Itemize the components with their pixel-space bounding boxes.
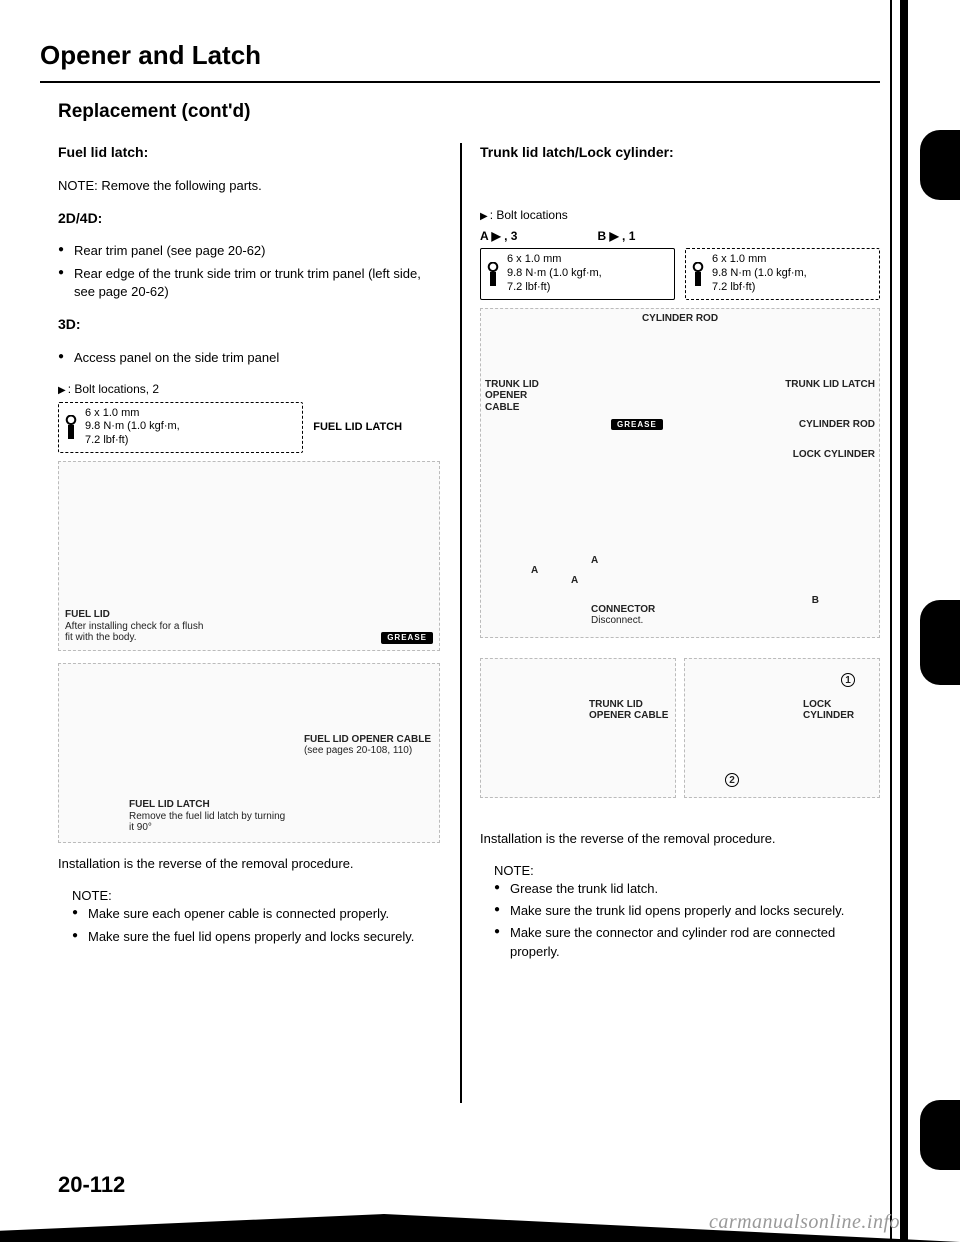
marker-a2: A [571,575,578,587]
label-lock-cylinder: LOCK CYLINDER [793,449,875,461]
label-text: CONNECTOR [591,604,655,615]
bullet-item: Access panel on the side trim panel [58,349,440,367]
label-fuel-lid: FUEL LID After installing check for a fl… [65,609,205,644]
grease-tag: GREASE [611,419,663,430]
notes-list-right: Grease the trunk lid latch. Make sure th… [494,880,880,961]
binder-spine-inner [890,0,892,1242]
label-subtext: Remove the fuel lid latch by turning it … [129,811,289,834]
bullet-item: Make sure the fuel lid opens properly an… [72,928,440,946]
note-label: NOTE: [58,178,98,193]
figure-lock-cylinder-detail: LOCK CYLINDER 1 2 [684,658,880,798]
column-divider [460,143,462,1103]
bolt-locations-right: : Bolt locations [480,207,880,224]
bullet-item: Rear edge of the trunk side trim or trun… [58,265,440,301]
grease-tag: GREASE [381,632,433,643]
page-content: Opener and Latch Replacement (cont'd) Fu… [40,40,880,1190]
notes-label: NOTE: [494,862,880,880]
notes-list-left: Make sure each opener cable is connected… [72,905,440,945]
binder-tab-middle [920,600,960,685]
install-text-right: Installation is the reverse of the remov… [480,830,880,848]
spec-line: 7.2 lbf·ft) [712,281,755,293]
left-column: Fuel lid latch: NOTE: Remove the followi… [40,143,460,975]
bolt-locations-left: : Bolt locations, 2 [58,381,440,398]
bullet-item: Make sure each opener cable is connected… [72,905,440,923]
bolt-a: A ▶ , 3 [480,228,517,245]
sub-2d4d: 2D/4D: [58,209,440,229]
circled-2: 2 [725,773,739,787]
notes-block-right: NOTE: Grease the trunk lid latch. Make s… [480,862,880,961]
note-text: Remove the following parts. [101,178,261,193]
grease-tag-wrap: GREASE [611,419,663,431]
spec-line: 6 x 1.0 mm [507,253,561,265]
binder-tab-top [920,130,960,200]
bullets-3d: Access panel on the side trim panel [58,349,440,367]
torque-spec-box-a: 6 x 1.0 mm 9.8 N·m (1.0 kgf·m, 7.2 lbf·f… [480,248,675,299]
bullet-item: Grease the trunk lid latch. [494,880,880,898]
binder-spine [900,0,908,1242]
fuel-lid-latch-callout: FUEL LID LATCH [313,420,440,435]
spec-line: 9.8 N·m (1.0 kgf·m, [507,267,602,279]
torque-spec-row-left: 6 x 1.0 mm 9.8 N·m (1.0 kgf·m, 7.2 lbf·f… [58,402,440,453]
figure-fuel-lid: FUEL LID After installing check for a fl… [58,461,440,651]
title-rule [40,81,880,83]
label-trunk-lid-latch: TRUNK LID LATCH [785,379,875,391]
label-lock-cylinder-detail: LOCK CYLINDER [803,699,873,722]
bullet-item: Make sure the connector and cylinder rod… [494,924,880,960]
grease-tag-wrap: GREASE [381,632,433,644]
marker-b: B [812,595,819,607]
label-subtext: After installing check for a flush fit w… [65,621,205,644]
label-opener-cable-detail: TRUNK LID OPENER CABLE [589,699,669,722]
spec-line: 9.8 N·m (1.0 kgf·m, [712,267,807,279]
marker-a: A [531,565,538,577]
label-text: FUEL LID OPENER CABLE [304,734,431,745]
sub-3d: 3D: [58,315,440,335]
label-trunk-opener-cable: TRUNK LID OPENER CABLE [485,379,555,414]
label-cylinder-rod-top: CYLINDER ROD [642,313,718,325]
install-text-left: Installation is the reverse of the remov… [58,855,440,873]
page-number: 20-112 [58,1172,125,1198]
trunk-lid-heading: Trunk lid latch/Lock cylinder: [480,143,880,163]
figure-row-details: TRUNK LID OPENER CABLE LOCK CYLINDER 1 2 [480,650,880,810]
note-remove-parts: NOTE: Remove the following parts. [58,177,440,195]
figure-trunk-latch: CYLINDER ROD TRUNK LID OPENER CABLE TRUN… [480,308,880,638]
section-title: Replacement (cont'd) [58,101,880,123]
binder-tab-bottom [920,1100,960,1170]
fuel-lid-latch-heading: Fuel lid latch: [58,143,440,163]
bullet-item: Rear trim panel (see page 20-62) [58,242,440,260]
page-title: Opener and Latch [40,40,880,71]
spec-line: 7.2 lbf·ft) [507,281,550,293]
torque-spec-box-b: 6 x 1.0 mm 9.8 N·m (1.0 kgf·m, 7.2 lbf·f… [685,248,880,299]
figure-fuel-lid-opener: FUEL LID OPENER CABLE (see pages 20-108,… [58,663,440,843]
marker-a3: A [591,555,598,567]
circled-1: 1 [841,673,855,687]
label-opener-cable: FUEL LID OPENER CABLE (see pages 20-108,… [304,734,431,757]
label-cylinder-rod: CYLINDER ROD [799,419,875,431]
watermark: carmanualsonline.info [709,1211,900,1234]
label-text: FUEL LID LATCH [129,799,210,810]
label-fuel-lid-latch: FUEL LID LATCH Remove the fuel lid latch… [129,799,289,834]
notes-label: NOTE: [72,887,440,905]
bolt-b: B ▶ , 1 [597,228,635,245]
torque-spec-row-right: 6 x 1.0 mm 9.8 N·m (1.0 kgf·m, 7.2 lbf·f… [480,248,880,299]
label-subtext: Disconnect. [591,615,655,627]
two-column-layout: Fuel lid latch: NOTE: Remove the followi… [40,143,880,975]
bullets-2d4d: Rear trim panel (see page 20-62) Rear ed… [58,242,440,301]
spec-line: 7.2 lbf·ft) [85,434,128,446]
right-column: Trunk lid latch/Lock cylinder: : Bolt lo… [460,143,880,975]
spec-line: 9.8 N·m (1.0 kgf·m, [85,420,180,432]
torque-spec-box: 6 x 1.0 mm 9.8 N·m (1.0 kgf·m, 7.2 lbf·f… [58,402,303,453]
label-connector: CONNECTOR Disconnect. [591,604,655,627]
label-subtext: (see pages 20-108, 110) [304,745,431,757]
spec-line: 6 x 1.0 mm [712,253,766,265]
bullet-item: Make sure the trunk lid opens properly a… [494,902,880,920]
notes-block-left: NOTE: Make sure each opener cable is con… [58,887,440,946]
figure-opener-cable-detail: TRUNK LID OPENER CABLE [480,658,676,798]
spec-line: 6 x 1.0 mm [85,407,139,419]
label-text: FUEL LID [65,609,110,620]
